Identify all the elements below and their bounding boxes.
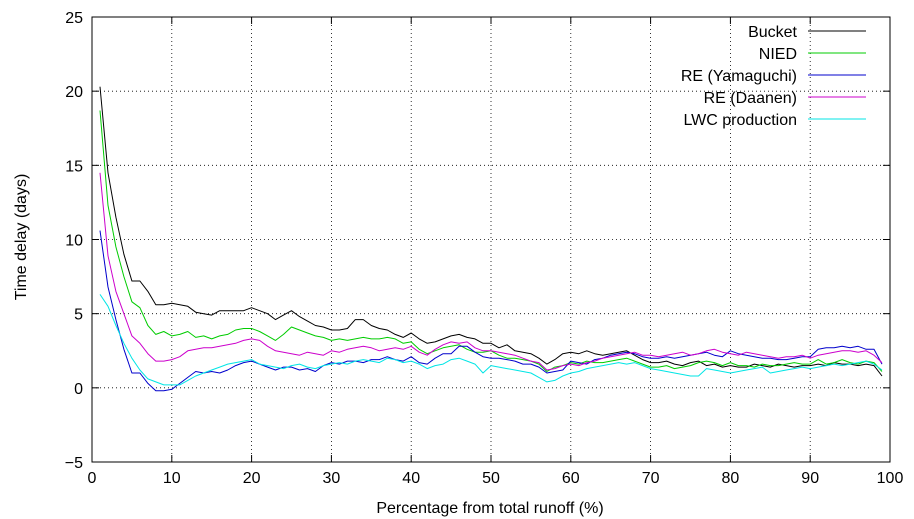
y-tick-label: −5 [65,455,83,472]
y-tick-label: 25 [65,10,83,27]
legend-label-0: Bucket [748,24,797,41]
y-tick-label: 20 [65,84,83,101]
x-tick-label: 60 [562,470,580,487]
x-axis-label: Percentage from total runoff (%) [376,500,603,517]
x-tick-label: 40 [402,470,420,487]
grid-lines [92,17,890,462]
series-line-2 [99,230,883,392]
axis-ticks [91,16,891,463]
y-tick-label: 0 [74,381,83,398]
series-lines [99,86,883,392]
x-tick-label: 80 [722,470,740,487]
x-tick-label: 100 [877,470,904,487]
x-tick-label: 50 [482,470,500,487]
x-tick-label: 20 [243,470,261,487]
series-line-3 [99,172,883,371]
y-tick-label: 15 [65,158,83,175]
x-tick-label: 0 [88,470,97,487]
legend-label-3: RE (Daanen) [704,90,797,107]
legend: Bucket NIED RE (Yamaguchi) RE (Daanen) LWC p… [681,24,866,129]
y-tick-label: 10 [65,233,83,250]
y-axis-label: Time delay (days) [13,174,30,301]
x-tick-label: 90 [801,470,819,487]
y-tick-label: 5 [74,307,83,324]
x-tick-label: 10 [163,470,181,487]
series-line-0 [99,86,883,377]
series-line-4 [99,294,883,386]
tick-labels: 0 10 20 30 40 50 60 70 80 90 100 −5 0 5 10 15 20 25 [65,10,904,487]
legend-label-4: LWC production [683,112,797,129]
legend-label-2: RE (Yamaguchi) [681,68,797,85]
legend-label-1: NIED [759,46,797,63]
x-tick-label: 70 [642,470,660,487]
x-tick-label: 30 [323,470,341,487]
